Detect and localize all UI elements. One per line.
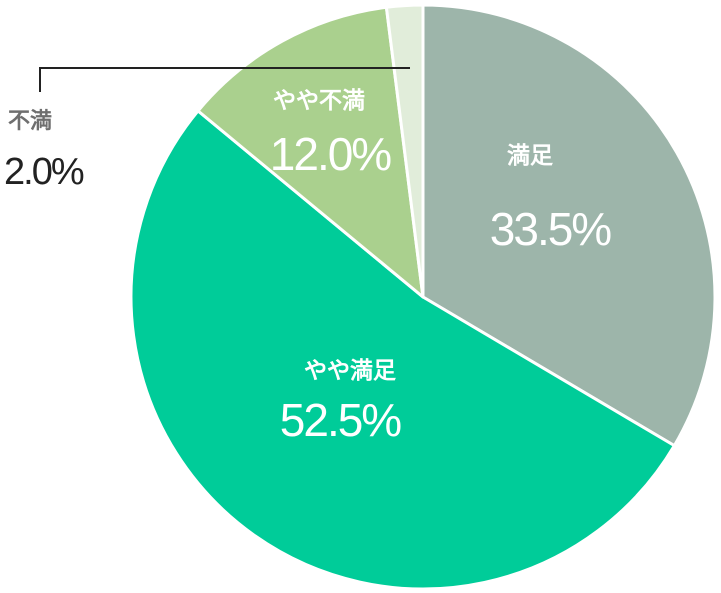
- slice-label-yaya-fuman: やや不満: [273, 88, 365, 114]
- slice-label-fuman: 不満: [8, 108, 52, 134]
- slice-manzoku: [421, 3, 717, 448]
- slice-yaya-manzoku: [129, 109, 676, 591]
- slice-fuman: [384, 3, 425, 299]
- slice-label-manzoku: 満足: [507, 143, 553, 169]
- slice-yaya-fuman: [196, 5, 425, 299]
- leader-line-fuman: [39, 67, 410, 92]
- slice-value-manzoku: 33.5%: [490, 203, 612, 255]
- slice-value-fuman: 2.0%: [4, 151, 84, 193]
- slice-value-yaya-manzoku: 52.5%: [280, 394, 402, 446]
- slice-label-yaya-manzoku: やや満足: [304, 358, 396, 384]
- slice-value-yaya-fuman: 12.0%: [270, 128, 392, 180]
- pie-slices: [129, 3, 717, 591]
